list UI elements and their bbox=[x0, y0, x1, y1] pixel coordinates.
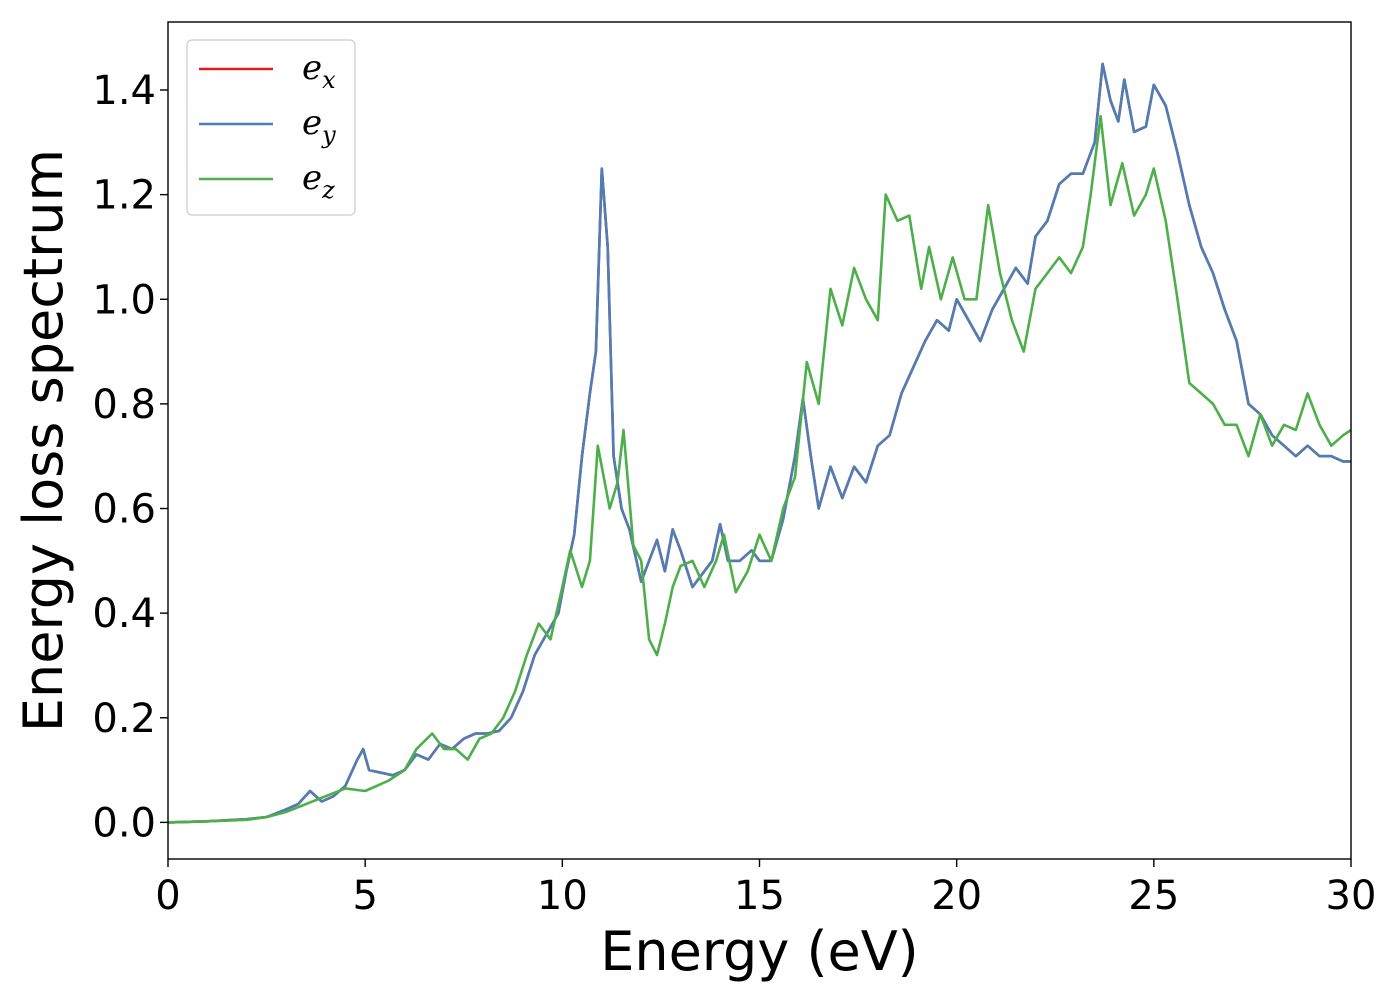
y-axis-title: Energy loss spectrum bbox=[12, 149, 75, 732]
x-tick-label: 5 bbox=[352, 873, 377, 919]
y-tick-label: 1.0 bbox=[92, 277, 156, 323]
legend-label-sub: y bbox=[321, 121, 336, 149]
x-axis-title: Energy (eV) bbox=[600, 920, 919, 983]
legend-label-x: ex bbox=[302, 48, 336, 94]
legend-label-base: e bbox=[302, 103, 322, 143]
y-tick-label: 0.0 bbox=[92, 800, 156, 846]
x-tick-label: 30 bbox=[1326, 873, 1377, 919]
series-layer bbox=[167, 62, 1352, 824]
x-tick-label: 25 bbox=[1128, 873, 1179, 919]
legend-label-y: ey bbox=[302, 103, 336, 149]
y-tick-label: 1.4 bbox=[92, 68, 156, 114]
x-tick-label: 15 bbox=[734, 873, 785, 919]
legend-label-z: ez bbox=[302, 158, 335, 204]
y-tick-label: 0.4 bbox=[92, 591, 156, 637]
x-tick-label: 10 bbox=[537, 873, 588, 919]
legend-label-base: e bbox=[302, 158, 322, 198]
y-tick-label: 0.6 bbox=[92, 487, 156, 533]
x-axis-ticks: 0 5 10 15 20 25 30 bbox=[155, 859, 1376, 919]
series-line-z bbox=[167, 114, 1352, 824]
plot-frame bbox=[167, 21, 1352, 860]
x-tick-label: 0 bbox=[155, 873, 180, 919]
legend-box bbox=[186, 39, 356, 216]
y-tick-label: 1.2 bbox=[92, 173, 156, 219]
y-tick-label: 0.2 bbox=[92, 696, 156, 742]
y-tick-label: 0.8 bbox=[92, 382, 156, 428]
legend-label-sub: z bbox=[321, 176, 335, 204]
legend-label-sub: x bbox=[322, 66, 336, 94]
x-tick-label: 20 bbox=[931, 873, 982, 919]
y-axis-ticks: 0.0 0.2 0.4 0.6 0.8 1.0 1.2 1.4 bbox=[92, 68, 168, 846]
legend-label-base: e bbox=[302, 48, 322, 88]
